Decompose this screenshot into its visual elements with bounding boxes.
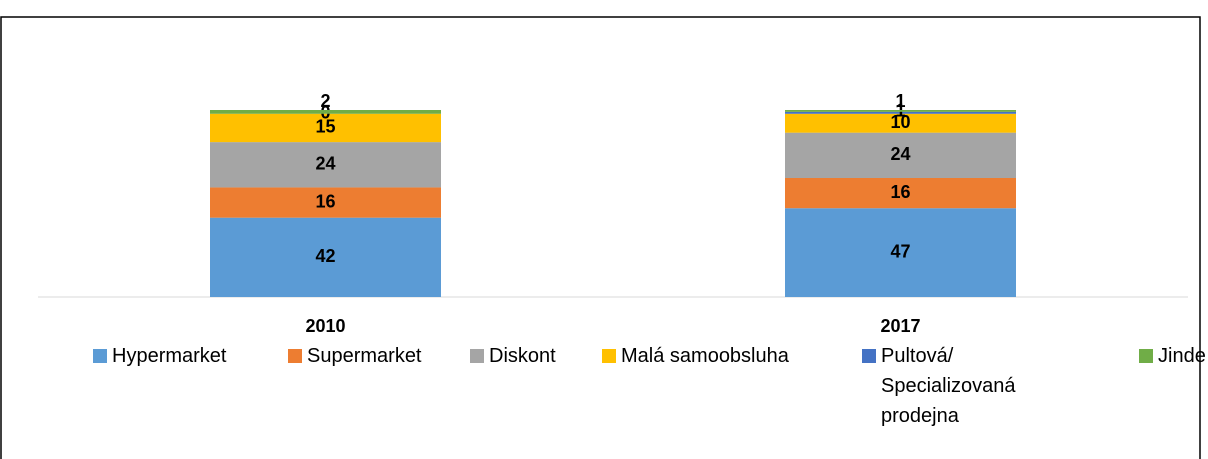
frame [0, 16, 1201, 459]
x-tick-label: 2017 [880, 316, 920, 336]
legend-label: Supermarket [307, 345, 422, 367]
legend-swatch [470, 349, 484, 363]
legend-swatch [93, 349, 107, 363]
value-label: 15 [315, 117, 335, 137]
bar-segment [785, 208, 1016, 297]
value-label: 16 [315, 191, 335, 211]
legend-swatch [288, 349, 302, 363]
legend-swatch [602, 349, 616, 363]
value-label: 2 [320, 91, 330, 111]
bar-segment [210, 113, 441, 143]
bar-segment [785, 132, 1016, 178]
bar-segment [785, 178, 1016, 209]
legend-swatch [862, 349, 876, 363]
value-label: 42 [315, 246, 335, 266]
value-label: 24 [890, 144, 910, 164]
bar-segment [210, 217, 441, 297]
value-label: 47 [890, 241, 910, 261]
bar-segment [785, 110, 1016, 112]
bar-segment [210, 187, 441, 218]
legend-label: Pultová/ Specializovaná prodejna [881, 345, 1016, 427]
bar-segment [785, 111, 1016, 114]
value-label: 1 [895, 91, 905, 111]
bar-segment [785, 113, 1016, 133]
value-label: 24 [315, 154, 335, 174]
bar-segment [210, 142, 441, 188]
value-label: 10 [890, 112, 910, 132]
bar-segment [210, 110, 441, 114]
legend-label: Malá samoobsluha [621, 345, 789, 367]
x-tick-label: 2010 [305, 316, 345, 336]
legend-label: Diskont [489, 345, 556, 367]
value-label: 16 [890, 182, 910, 202]
legend-label: Hypermarket [112, 345, 227, 367]
legend-swatch [1139, 349, 1153, 363]
legend-label: Jinde [1158, 345, 1206, 367]
